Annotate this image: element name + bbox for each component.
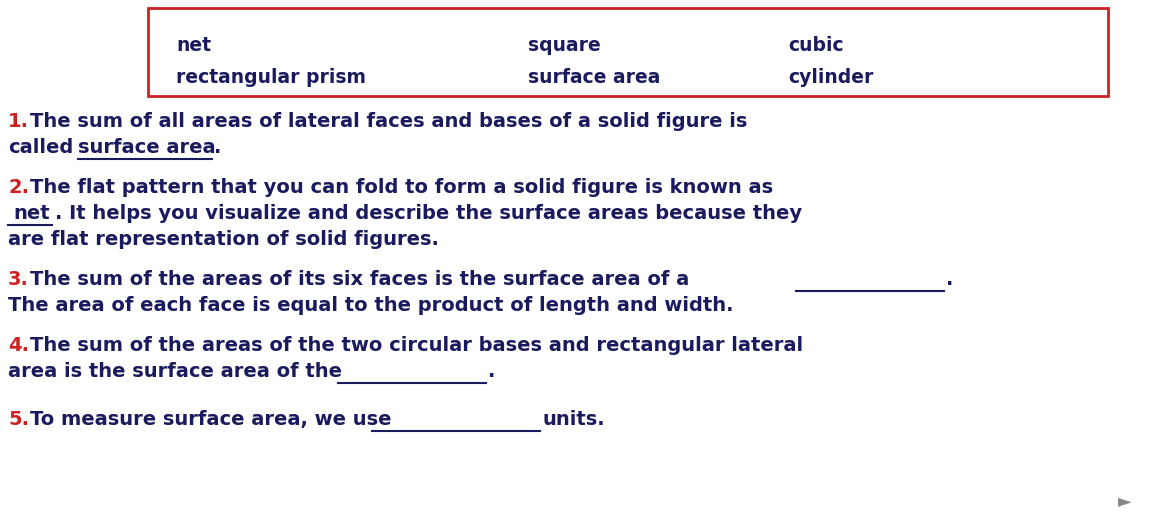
Text: net: net [177,36,211,55]
Text: 1.: 1. [8,112,29,131]
Text: The sum of the areas of its six faces is the surface area of a: The sum of the areas of its six faces is… [30,270,689,289]
Text: 4.: 4. [8,336,29,355]
Text: surface area: surface area [529,68,660,87]
Text: The area of each face is equal to the product of length and width.: The area of each face is equal to the pr… [8,296,734,315]
Text: cubic: cubic [788,36,844,55]
Text: The sum of all areas of lateral faces and bases of a solid figure is: The sum of all areas of lateral faces an… [30,112,748,131]
Text: cylinder: cylinder [788,68,874,87]
Text: surface area: surface area [78,138,216,157]
Text: called: called [8,138,73,157]
Text: area is the surface area of the: area is the surface area of the [8,362,342,381]
FancyBboxPatch shape [148,8,1108,96]
Text: The sum of the areas of the two circular bases and rectangular lateral: The sum of the areas of the two circular… [30,336,803,355]
Text: are flat representation of solid figures.: are flat representation of solid figures… [8,230,439,249]
Text: 3.: 3. [8,270,29,289]
Text: units.: units. [542,410,605,429]
Text: .: . [488,362,495,381]
Text: .: . [213,138,222,157]
Text: 2.: 2. [8,178,29,197]
Text: 5.: 5. [8,410,29,429]
Text: The flat pattern that you can fold to form a solid figure is known as: The flat pattern that you can fold to fo… [30,178,773,197]
Text: square: square [529,36,601,55]
Text: .: . [946,270,953,289]
Text: rectangular prism: rectangular prism [177,68,366,87]
Text: net: net [13,204,50,223]
Text: . It helps you visualize and describe the surface areas because they: . It helps you visualize and describe th… [55,204,802,223]
Text: ►: ► [1118,492,1132,510]
Text: To measure surface area, we use: To measure surface area, we use [30,410,391,429]
